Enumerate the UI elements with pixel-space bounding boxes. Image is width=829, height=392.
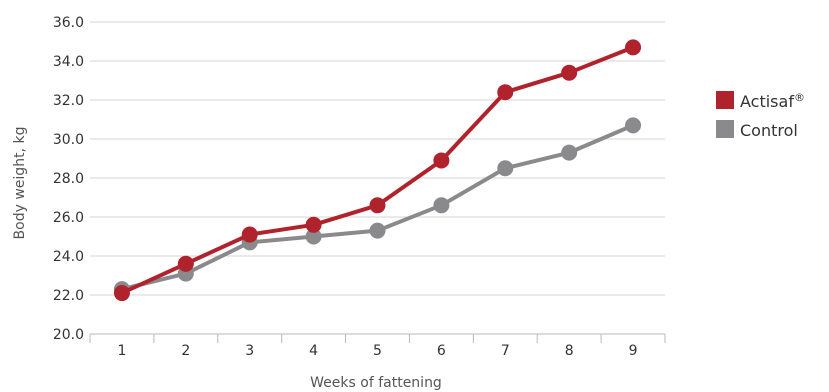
x-tick-label: 8 xyxy=(565,343,574,359)
y-tick-label: 30.0 xyxy=(53,132,84,148)
x-tick-label: 2 xyxy=(181,343,190,359)
series-layer xyxy=(113,39,642,302)
y-axis-title: Body weight, kg xyxy=(12,127,28,240)
x-tick-label: 9 xyxy=(629,343,638,359)
data-point xyxy=(241,226,258,243)
y-tick-label: 36.0 xyxy=(53,15,84,31)
x-tick-label: 5 xyxy=(373,343,382,359)
series-actisaf xyxy=(113,39,642,302)
y-axis-ticks: 20.0 22.0 24.0 26.0 28.0 30.0 32.0 34.0 36.0 xyxy=(53,15,84,343)
x-axis-title: Weeks of fattening xyxy=(310,375,442,391)
data-point xyxy=(497,84,514,101)
x-axis: 1 2 3 4 5 6 7 8 9 xyxy=(89,334,666,359)
legend-label: Control xyxy=(740,121,798,140)
y-tick-label: 28.0 xyxy=(53,171,84,187)
y-tick-label: 20.0 xyxy=(53,327,84,343)
data-point xyxy=(625,117,642,134)
y-tick-label: 24.0 xyxy=(53,249,84,265)
data-point xyxy=(177,255,194,272)
data-point xyxy=(561,64,578,81)
data-point xyxy=(369,197,386,214)
y-tick-label: 26.0 xyxy=(53,210,84,226)
data-point xyxy=(561,144,578,161)
x-tick-label: 7 xyxy=(501,343,510,359)
legend: Actisaf® Control xyxy=(716,91,805,140)
legend-swatch xyxy=(716,120,734,138)
x-tick-label: 1 xyxy=(117,343,126,359)
legend-swatch xyxy=(716,91,734,109)
y-tick-label: 34.0 xyxy=(53,54,84,70)
data-point xyxy=(625,39,642,56)
data-point xyxy=(433,152,450,169)
data-point xyxy=(433,197,450,214)
data-point xyxy=(305,228,322,245)
legend-item: Control xyxy=(716,120,798,140)
y-tick-label: 32.0 xyxy=(53,93,84,109)
legend-label: Actisaf® xyxy=(740,91,805,111)
y-tick-label: 22.0 xyxy=(53,288,84,304)
x-tick-label: 3 xyxy=(245,343,254,359)
data-point xyxy=(113,285,130,302)
x-tick-label: 4 xyxy=(309,343,318,359)
data-point xyxy=(369,222,386,239)
legend-item: Actisaf® xyxy=(716,91,805,111)
data-point xyxy=(305,216,322,233)
series-control xyxy=(113,117,642,298)
x-tick-label: 6 xyxy=(437,343,446,359)
data-point xyxy=(497,160,514,177)
